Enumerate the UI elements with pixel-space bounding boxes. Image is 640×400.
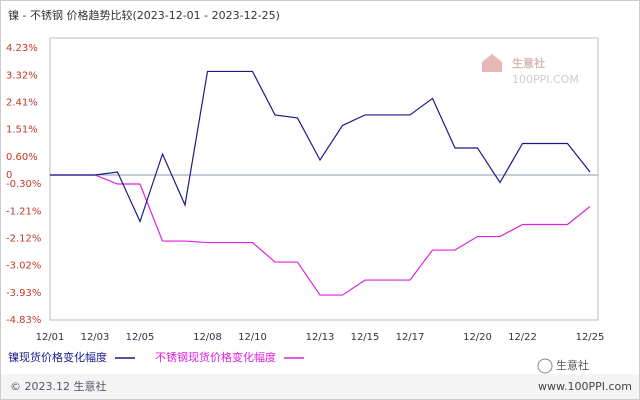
x-tick-label: 12/13 (306, 332, 335, 343)
y-tick-label: -3.02% (6, 261, 41, 272)
x-tick-label: 12/10 (238, 332, 267, 343)
x-tick-label: 12/15 (351, 332, 380, 343)
plot-area (49, 37, 599, 321)
wechat-icon (537, 358, 553, 374)
chart-title: 镍 - 不锈钢 价格趋势比较(2023-12-01 - 2023-12-25) (8, 8, 280, 22)
x-tick-label: 12/22 (508, 332, 537, 343)
x-tick-label: 12/20 (463, 332, 492, 343)
y-tick-label: -0.30% (6, 179, 41, 190)
y-tick-label: 3.32% (6, 70, 38, 81)
y-tick-label: -2.12% (6, 234, 41, 245)
footer-brand: 生意社 (556, 358, 589, 372)
watermark: 生意社 100PPI.COM (482, 54, 579, 86)
y-tick-label: 2.41% (6, 98, 38, 109)
watermark-text: 100PPI.COM (512, 73, 579, 86)
series-line (50, 174, 591, 296)
x-tick-label: 12/05 (126, 332, 155, 343)
watermark-icon (482, 54, 502, 72)
watermark-text: 生意社 (512, 56, 545, 70)
y-tick-label: 0.60% (6, 152, 38, 163)
footer-url: www.100PPI.com (538, 380, 632, 393)
y-tick-label: -1.21% (6, 206, 41, 217)
y-tick-label: 4.23% (6, 43, 38, 54)
x-tick-label: 12/01 (36, 332, 65, 343)
series-line (50, 70, 591, 224)
x-tick-label: 12/08 (193, 332, 222, 343)
y-tick-label: 1.51% (6, 125, 38, 136)
y-tick-label: -3.93% (6, 288, 41, 299)
legend-label: 不锈钢现货价格变化幅度 (155, 350, 276, 364)
x-tick-label: 12/17 (396, 332, 425, 343)
legend-label: 镍现货价格变化幅度 (8, 350, 107, 364)
y-tick-label: -4.83% (6, 315, 41, 326)
y-tick-label: 0 (6, 170, 12, 181)
footer-bg (1, 374, 639, 399)
x-tick-label: 12/03 (81, 332, 110, 343)
footer-copyright: © 2023.12 生意社 (10, 379, 106, 393)
x-tick-label: 12/25 (576, 332, 605, 343)
